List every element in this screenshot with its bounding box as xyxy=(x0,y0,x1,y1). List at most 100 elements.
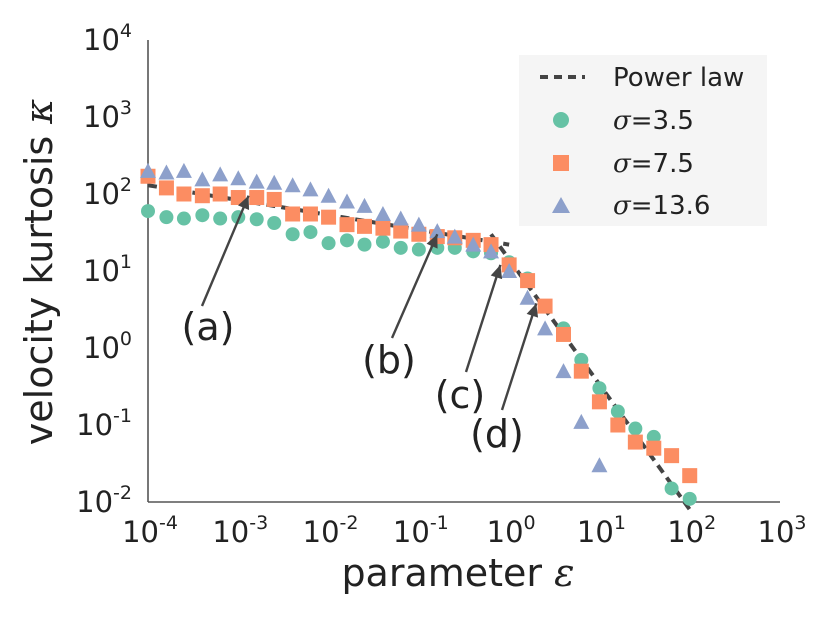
data-point-circle xyxy=(249,212,264,227)
x-tick-label: 101 xyxy=(577,512,626,549)
data-point-triangle xyxy=(429,223,446,239)
legend-box xyxy=(519,55,767,226)
data-point-triangle xyxy=(320,187,337,203)
data-point-triangle xyxy=(248,173,265,189)
data-point-square xyxy=(302,206,318,222)
data-point-triangle xyxy=(302,181,319,197)
annotation-arrow-head xyxy=(526,303,539,318)
data-point-circle xyxy=(176,211,191,226)
data-point-square xyxy=(520,273,536,289)
annotation-label: (c) xyxy=(435,373,486,417)
annotation-label: (b) xyxy=(362,338,416,382)
x-tick-labels: 10-4 10-3 10-2 10-1 100 101 102 103 xyxy=(122,512,806,549)
data-point-circle xyxy=(213,211,228,226)
data-point-triangle xyxy=(501,263,518,278)
data-point-triangle xyxy=(537,320,554,336)
data-point-square xyxy=(266,191,282,207)
x-tick-label: 102 xyxy=(667,512,716,549)
data-points xyxy=(140,162,698,506)
data-point-triangle xyxy=(446,228,463,244)
annotation-label: (a) xyxy=(182,305,235,349)
data-point-square xyxy=(375,220,391,236)
data-point-square xyxy=(682,468,698,484)
data-point-triangle xyxy=(266,174,283,190)
legend-label-sigma-13-6: σ=13.6 xyxy=(613,191,710,221)
annotation-arrow-head xyxy=(237,195,250,211)
data-point-circle xyxy=(285,227,300,242)
data-point-square xyxy=(646,440,662,456)
y-tick-label: 103 xyxy=(83,97,132,134)
y-tick-label: 102 xyxy=(83,174,132,211)
data-point-square xyxy=(321,209,337,225)
data-point-circle xyxy=(159,210,174,225)
annotation-arrow-shaft xyxy=(500,302,538,411)
x-tick-label: 10-2 xyxy=(303,512,359,549)
data-point-triangle xyxy=(194,171,211,187)
data-point-triangle xyxy=(465,236,482,252)
annotation-arrow-shaft xyxy=(200,195,250,307)
data-point-triangle xyxy=(212,166,229,182)
data-point-circle xyxy=(375,234,390,249)
data-point-circle xyxy=(340,233,355,248)
data-point-circle xyxy=(195,208,210,223)
data-point-square xyxy=(158,180,174,196)
data-point-square xyxy=(610,417,626,433)
data-point-square xyxy=(356,218,372,234)
legend-triangle-marker xyxy=(552,197,570,213)
data-point-square xyxy=(176,186,192,202)
legend: Power law σ=3.5 σ=7.5 σ=13.6 xyxy=(519,55,767,226)
y-tick-label: 104 xyxy=(83,20,132,57)
legend-label-sigma-7-5: σ=7.5 xyxy=(613,149,694,179)
data-point-square xyxy=(339,217,355,233)
data-point-circle xyxy=(574,352,589,367)
legend-label-powerlaw: Power law xyxy=(613,63,744,93)
data-point-triangle xyxy=(573,413,590,429)
data-point-triangle xyxy=(374,205,391,221)
data-point-triangle xyxy=(140,162,156,178)
data-point-triangle xyxy=(410,216,427,232)
data-point-square xyxy=(591,394,607,410)
data-point-circle xyxy=(303,225,318,240)
data-point-square xyxy=(249,190,265,206)
legend-square-marker xyxy=(553,155,569,171)
data-point-triangle xyxy=(392,210,409,226)
data-point-circle xyxy=(267,216,282,231)
data-point-circle xyxy=(628,421,643,436)
x-tick-label: 10-3 xyxy=(212,512,268,549)
y-tick-label: 101 xyxy=(83,251,132,288)
data-point-circle xyxy=(141,204,155,219)
data-point-square xyxy=(212,186,228,202)
y-tick-label: 10-2 xyxy=(76,482,132,519)
data-point-triangle xyxy=(483,243,500,259)
data-point-square xyxy=(573,363,589,379)
x-axis-label: parameter ε xyxy=(341,551,574,595)
data-point-triangle xyxy=(591,457,608,473)
annotations: (a) (b) (c)(d) xyxy=(182,195,539,456)
legend-label-sigma-3-5: σ=3.5 xyxy=(613,106,694,136)
data-point-circle xyxy=(682,491,697,506)
y-tick-label: 100 xyxy=(83,328,132,365)
legend-circle-marker xyxy=(553,112,569,128)
data-point-circle xyxy=(321,236,336,251)
data-point-triangle xyxy=(519,289,536,305)
data-point-triangle xyxy=(284,177,301,193)
data-point-square xyxy=(393,223,409,239)
data-point-square xyxy=(627,434,643,450)
data-point-square xyxy=(194,188,210,204)
annotation-label: (d) xyxy=(470,412,524,456)
data-point-square xyxy=(537,298,553,314)
series-triangle xyxy=(140,162,608,473)
x-tick-label: 10-1 xyxy=(393,512,449,549)
data-point-circle xyxy=(664,481,679,496)
data-point-circle xyxy=(393,240,408,255)
data-point-circle xyxy=(411,242,426,257)
data-point-square xyxy=(556,326,572,342)
y-tick-label: 10-1 xyxy=(76,405,132,442)
data-point-circle xyxy=(646,429,661,444)
data-point-triangle xyxy=(555,363,572,379)
y-tick-labels: 10-2 10-1 100 101 102 103 104 xyxy=(76,20,132,519)
annotation-arrow-head xyxy=(426,234,438,249)
data-point-circle xyxy=(610,404,625,419)
annotation-arrow-head xyxy=(490,264,503,280)
x-tick-label: 103 xyxy=(758,512,807,549)
